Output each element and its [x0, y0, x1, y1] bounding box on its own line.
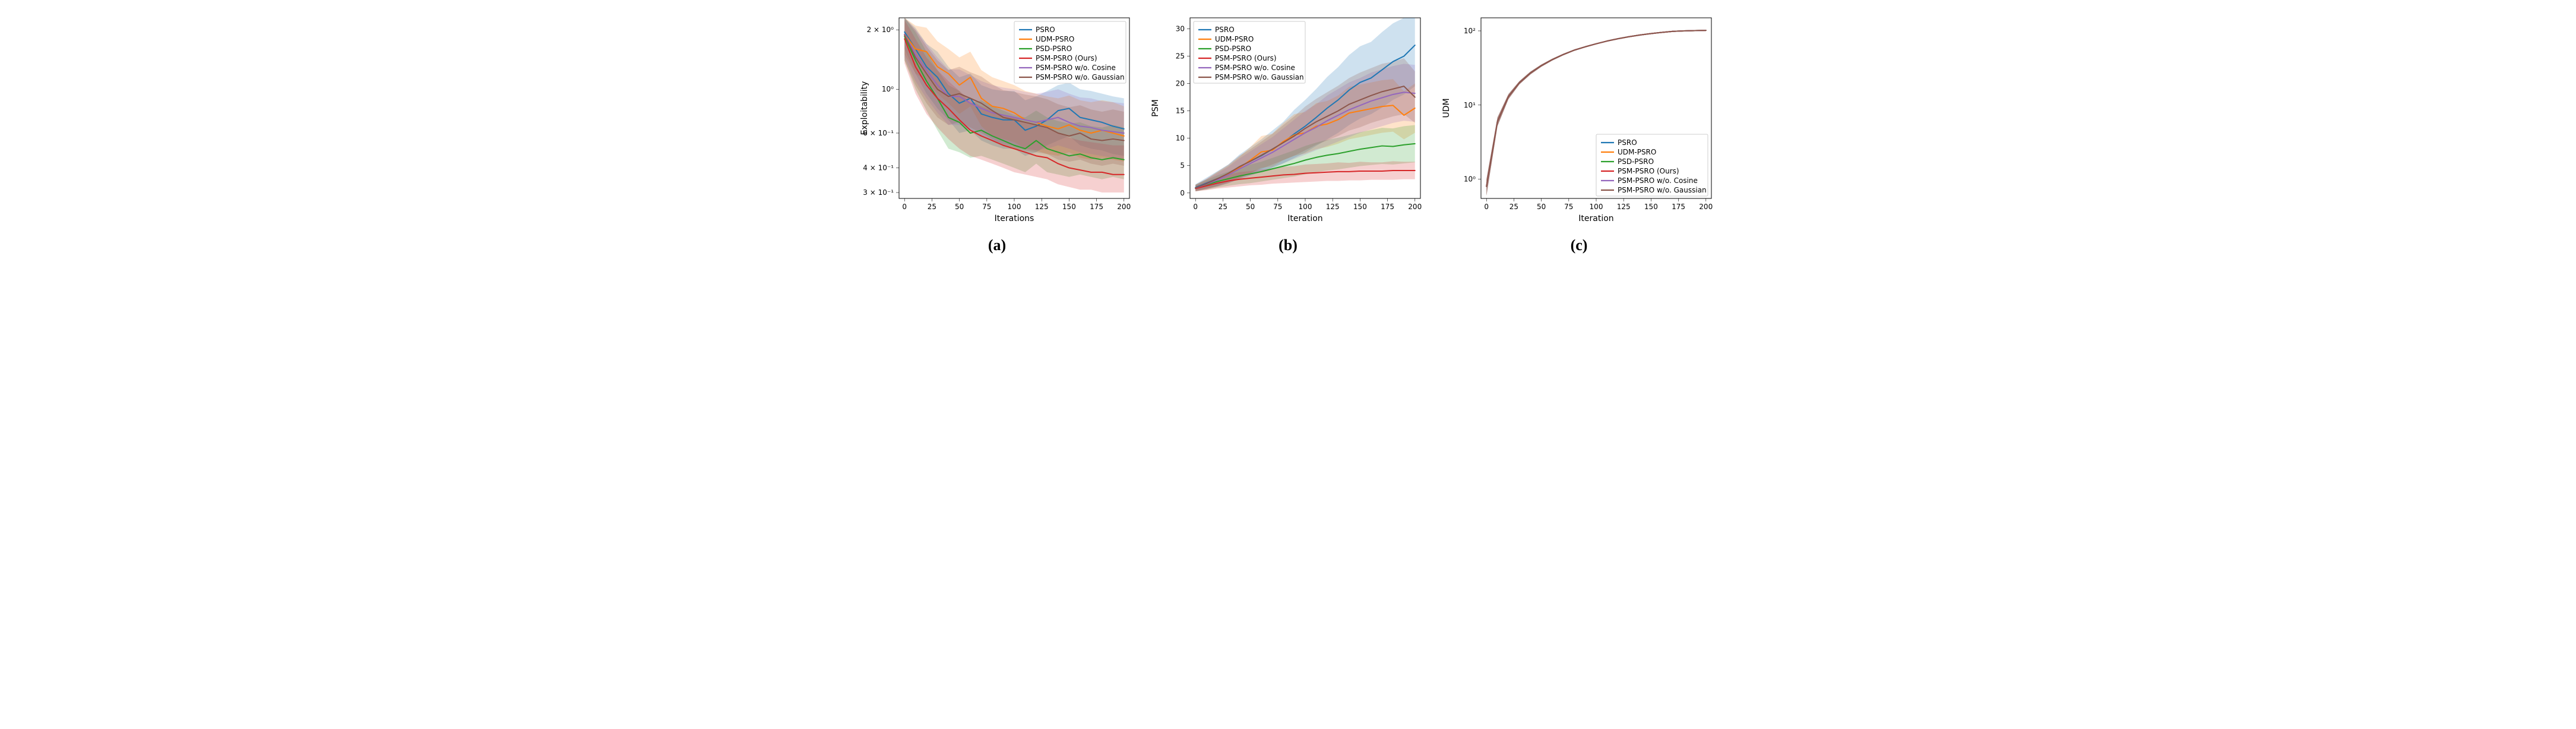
svg-text:Iteration: Iteration — [1578, 214, 1613, 223]
svg-text:PSM-PSRO (Ours): PSM-PSRO (Ours) — [1618, 167, 1679, 175]
svg-text:PSM-PSRO w/o. Cosine: PSM-PSRO w/o. Cosine — [1215, 64, 1295, 72]
svg-text:0: 0 — [1484, 203, 1489, 211]
svg-text:175: 175 — [1672, 203, 1685, 211]
svg-text:PSM: PSM — [1151, 99, 1160, 116]
svg-text:PSM-PSRO w/o. Cosine: PSM-PSRO w/o. Cosine — [1036, 64, 1116, 72]
svg-text:15: 15 — [1176, 107, 1185, 115]
caption-c: (c) — [1571, 236, 1588, 254]
svg-text:50: 50 — [1246, 203, 1255, 211]
svg-text:PSD-PSRO: PSD-PSRO — [1215, 45, 1251, 53]
svg-text:PSRO: PSRO — [1618, 138, 1637, 147]
svg-text:30: 30 — [1176, 24, 1185, 33]
svg-text:UDM: UDM — [1442, 98, 1451, 118]
svg-text:PSM-PSRO w/o. Cosine: PSM-PSRO w/o. Cosine — [1618, 176, 1698, 185]
svg-text:10: 10 — [1176, 134, 1185, 143]
svg-text:175: 175 — [1090, 203, 1103, 211]
svg-text:200: 200 — [1408, 203, 1422, 211]
svg-text:2 × 10⁰: 2 × 10⁰ — [867, 26, 894, 34]
svg-text:PSM-PSRO w/o. Gaussian: PSM-PSRO w/o. Gaussian — [1618, 186, 1707, 194]
plot-c: 0 25 50 75 100 125 150 175 200 Iteration 10⁰ 10¹ 10²… — [1439, 12, 1719, 226]
svg-text:150: 150 — [1353, 203, 1367, 211]
svg-text:PSRO: PSRO — [1215, 26, 1235, 34]
svg-text:PSD-PSRO: PSD-PSRO — [1618, 157, 1654, 166]
plot-b: 0 25 50 75 100 125 150 175 200 Iteration 0 5 10 15 20 2… — [1148, 12, 1428, 226]
svg-text:UDM-PSRO: UDM-PSRO — [1618, 148, 1656, 156]
caption-b: (b) — [1278, 236, 1298, 254]
svg-text:75: 75 — [1273, 203, 1282, 211]
svg-text:75: 75 — [1564, 203, 1573, 211]
svg-text:150: 150 — [1644, 203, 1658, 211]
svg-text:125: 125 — [1326, 203, 1340, 211]
panel-a: 0 25 50 75 100 125 150 175 200 Iterations 3 × 10⁻¹… — [857, 12, 1137, 254]
svg-text:20: 20 — [1176, 80, 1185, 88]
svg-text:5: 5 — [1180, 162, 1185, 170]
svg-text:50: 50 — [955, 203, 964, 211]
svg-text:100: 100 — [1590, 203, 1603, 211]
svg-text:125: 125 — [1035, 203, 1049, 211]
svg-text:0: 0 — [1193, 203, 1198, 211]
caption-a: (a) — [988, 236, 1006, 254]
svg-text:PSM-PSRO w/o. Gaussian: PSM-PSRO w/o. Gaussian — [1215, 73, 1304, 81]
svg-text:10¹: 10¹ — [1464, 101, 1476, 109]
svg-text:UDM-PSRO: UDM-PSRO — [1215, 35, 1254, 43]
svg-text:200: 200 — [1117, 203, 1131, 211]
svg-text:0: 0 — [902, 203, 907, 211]
svg-text:Iteration: Iteration — [1287, 214, 1322, 223]
panel-b: 0 25 50 75 100 125 150 175 200 Iteration 0 5 10 15 20 2… — [1148, 12, 1428, 254]
svg-text:UDM-PSRO: UDM-PSRO — [1036, 35, 1074, 43]
svg-text:25: 25 — [928, 203, 936, 211]
svg-text:Iterations: Iterations — [995, 214, 1034, 223]
svg-text:PSD-PSRO: PSD-PSRO — [1036, 45, 1072, 53]
svg-text:PSM-PSRO w/o. Gaussian: PSM-PSRO w/o. Gaussian — [1036, 73, 1125, 81]
svg-text:125: 125 — [1617, 203, 1631, 211]
svg-text:200: 200 — [1699, 203, 1713, 211]
svg-text:150: 150 — [1062, 203, 1076, 211]
svg-text:25: 25 — [1176, 52, 1185, 60]
svg-text:100: 100 — [1299, 203, 1312, 211]
svg-text:25: 25 — [1509, 203, 1518, 211]
svg-text:0: 0 — [1180, 189, 1185, 197]
svg-text:PSRO: PSRO — [1036, 26, 1055, 34]
panel-c: 0 25 50 75 100 125 150 175 200 Iteration 10⁰ 10¹ 10²… — [1439, 12, 1719, 254]
svg-text:PSM-PSRO (Ours): PSM-PSRO (Ours) — [1036, 54, 1097, 62]
plot-a: 0 25 50 75 100 125 150 175 200 Iterations 3 × 10⁻¹… — [857, 12, 1137, 226]
svg-text:10²: 10² — [1464, 27, 1476, 35]
svg-text:100: 100 — [1008, 203, 1021, 211]
svg-text:175: 175 — [1381, 203, 1394, 211]
svg-text:4 × 10⁻¹: 4 × 10⁻¹ — [863, 164, 894, 172]
svg-text:3 × 10⁻¹: 3 × 10⁻¹ — [863, 188, 894, 197]
svg-text:50: 50 — [1537, 203, 1546, 211]
svg-text:10⁰: 10⁰ — [882, 85, 894, 93]
svg-text:PSM-PSRO (Ours): PSM-PSRO (Ours) — [1215, 54, 1277, 62]
svg-text:10⁰: 10⁰ — [1464, 175, 1476, 184]
svg-text:75: 75 — [982, 203, 991, 211]
svg-text:25: 25 — [1219, 203, 1227, 211]
figure-row: 0255075100125150175200Iterations3 × 10⁻¹… — [12, 12, 2564, 254]
svg-text:Exploitability: Exploitability — [860, 81, 869, 135]
